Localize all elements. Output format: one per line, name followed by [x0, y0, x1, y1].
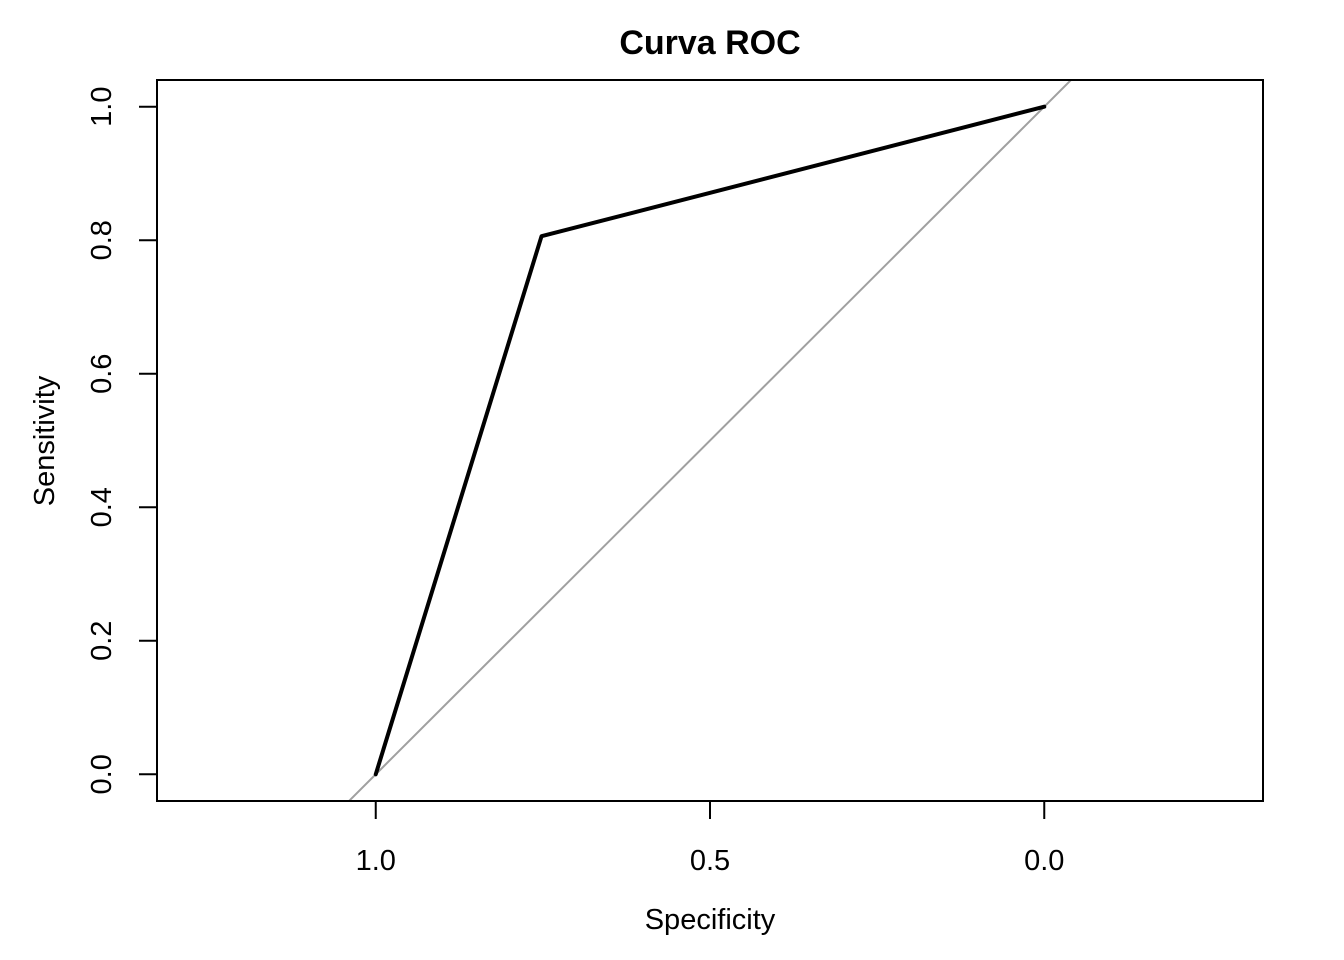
x-axis: 1.0 0.5 0.0 — [356, 800, 1064, 877]
y-tick-label: 0.6 — [86, 354, 118, 394]
y-tick-label: 0.2 — [86, 621, 118, 661]
x-axis-label: Specificity — [645, 904, 776, 936]
reference-diagonal-line — [347, 80, 1073, 801]
y-tick-label: 0.8 — [86, 220, 118, 260]
y-tick-label: 0.0 — [86, 754, 118, 794]
y-axis-label: Sensitivity — [29, 375, 61, 506]
y-tick-label: 1.0 — [86, 87, 118, 127]
chart-title: Curva ROC — [619, 24, 800, 62]
x-tick-label: 0.5 — [690, 845, 730, 877]
y-axis: 0.0 0.2 0.4 0.6 0.8 1.0 — [86, 87, 158, 794]
x-tick-label: 0.0 — [1024, 845, 1064, 877]
y-tick-label: 0.4 — [86, 487, 118, 527]
x-tick-label: 1.0 — [356, 845, 396, 877]
